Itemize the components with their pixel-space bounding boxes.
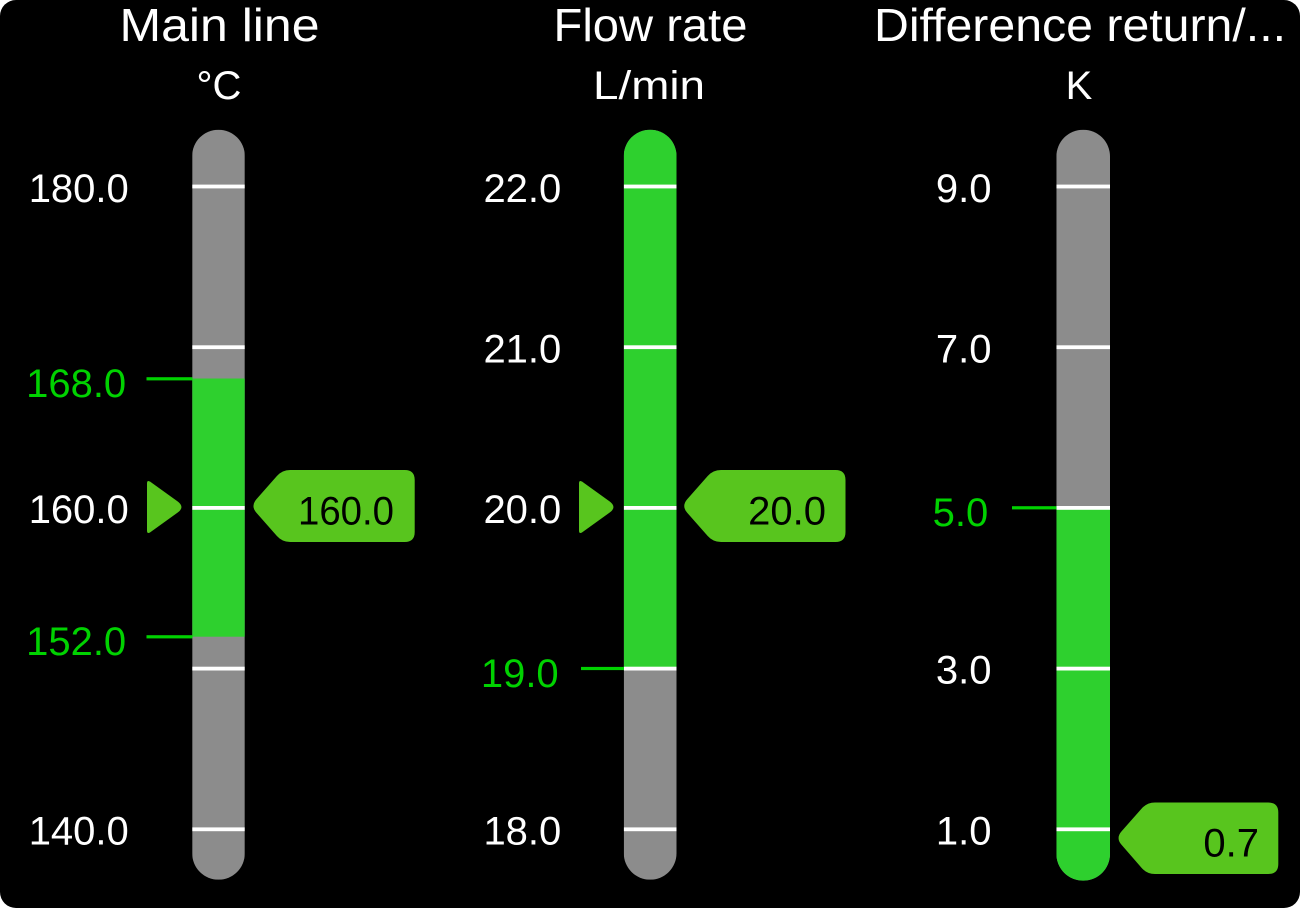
svg-text:22.0: 22.0 <box>483 167 561 211</box>
svg-text:0.7: 0.7 <box>1203 822 1259 866</box>
svg-text:19.0: 19.0 <box>481 652 559 696</box>
svg-text:168.0: 168.0 <box>26 362 126 406</box>
svg-text:20.0: 20.0 <box>748 490 826 534</box>
svg-text:180.0: 180.0 <box>29 167 129 211</box>
svg-text:K: K <box>1066 64 1093 108</box>
svg-text:3.0: 3.0 <box>936 649 992 693</box>
svg-text:20.0: 20.0 <box>483 488 561 532</box>
svg-text:152.0: 152.0 <box>26 620 126 664</box>
svg-text:1.0: 1.0 <box>936 809 992 853</box>
svg-text:9.0: 9.0 <box>936 167 992 211</box>
svg-text:21.0: 21.0 <box>483 328 561 372</box>
svg-text:Flow rate: Flow rate <box>554 0 748 51</box>
svg-text:L/min: L/min <box>593 64 705 108</box>
svg-text:160.0: 160.0 <box>29 488 129 532</box>
svg-text:Difference return/...: Difference return/... <box>874 0 1286 51</box>
svg-text:5.0: 5.0 <box>933 491 989 535</box>
svg-text:°C: °C <box>197 64 242 108</box>
svg-text:18.0: 18.0 <box>483 809 561 853</box>
svg-text:7.0: 7.0 <box>936 328 992 372</box>
svg-text:Main line: Main line <box>120 0 320 51</box>
svg-text:160.0: 160.0 <box>298 490 394 534</box>
svg-text:140.0: 140.0 <box>29 809 129 853</box>
